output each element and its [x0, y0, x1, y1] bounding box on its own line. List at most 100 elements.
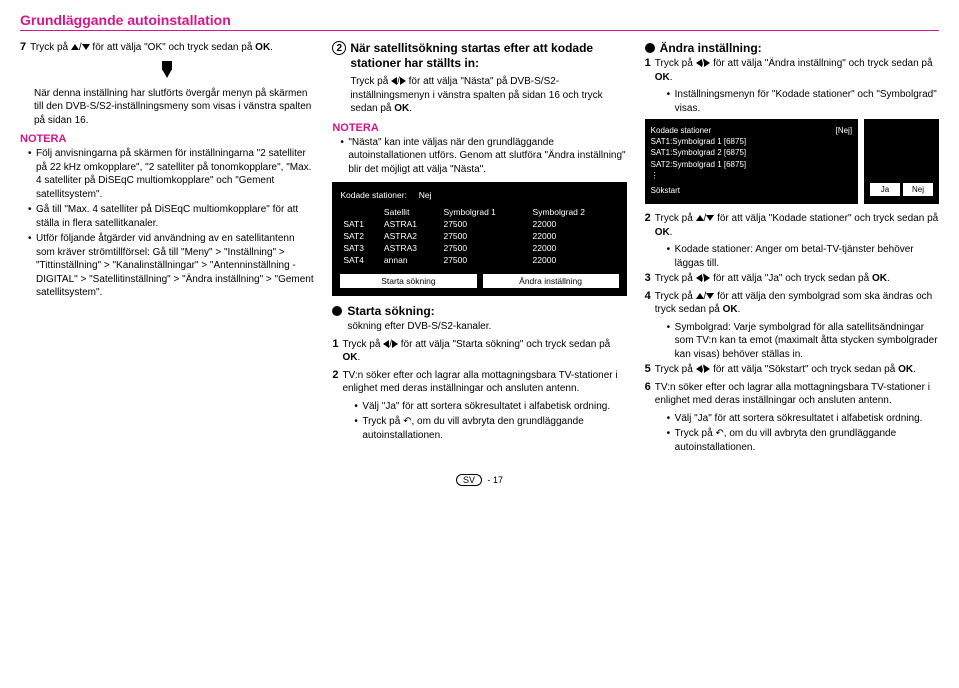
- th: Symbolgrad 2: [530, 206, 619, 218]
- panel-row: SAT1:Symbolgrad 2 [6875]: [651, 147, 852, 158]
- sat-table: Satellit Symbolgrad 1 Symbolgrad 2 SAT1A…: [340, 206, 618, 266]
- step-text: TV:n söker efter och lagrar alla mottagn…: [655, 381, 939, 408]
- td: 27500: [440, 254, 529, 266]
- txt-frag: Tryck på: [362, 416, 403, 427]
- ok-label: OK: [872, 273, 887, 284]
- step-text: Tryck på / för att välja "Sökstart" och …: [655, 363, 939, 377]
- td: 22000: [530, 230, 619, 242]
- bullet-item: "Nästa" kan inte väljas när den grundläg…: [340, 136, 626, 177]
- col3-step-4: 4 Tryck på / för att välja den symbolgra…: [645, 290, 939, 317]
- col3-r4-bullets: Symbolgrad: Varje symbolgrad för alla sa…: [645, 321, 939, 362]
- dot-icon: [332, 306, 342, 316]
- bullet-item: Symbolgrad: Varje symbolgrad för alla sa…: [667, 321, 939, 362]
- kodade-stationer-panel: Kodade stationer: Nej Satellit Symbolgra…: [332, 182, 626, 296]
- col3-step-1: 1 Tryck på / för att välja "Ändra instäl…: [645, 57, 939, 84]
- sokstart-label: Sökstart: [651, 181, 852, 196]
- col2-notera-bullets: "Nästa" kan inte väljas när den grundläg…: [332, 136, 626, 177]
- bullet-item: Välj "Ja" för att sortera sökresultatet …: [354, 400, 626, 414]
- td: SAT4: [340, 254, 381, 266]
- step-num: 3: [645, 272, 651, 286]
- panel-title-value: Nej: [419, 190, 432, 200]
- step-text: Tryck på / för att välja "Starta sökning…: [342, 338, 626, 365]
- td: ASTRA3: [381, 242, 441, 254]
- step-text: TV:n söker efter och lagrar alla mottagn…: [342, 369, 626, 396]
- td: 22000: [530, 242, 619, 254]
- txt-frag: Tryck på: [655, 291, 696, 302]
- table-row: SAT4annan2750022000: [340, 254, 618, 266]
- content-columns: 7 Tryck på / för att välja "OK" och tryc…: [20, 41, 939, 456]
- bullet-item: Tryck på ↶, om du vill avbryta den grund…: [354, 415, 626, 442]
- step-7-num: 7: [20, 41, 26, 55]
- panel-row: SAT2:Symbolgrad 1 [6875]: [651, 159, 852, 170]
- up-icon: [696, 215, 704, 221]
- step-7-text: Tryck på / för att välja "OK" och tryck …: [30, 41, 314, 55]
- step-num: 1: [332, 338, 338, 365]
- txt-frag: Tryck på: [655, 58, 696, 69]
- txt-frag: för att välja "Ja" och tryck sedan på: [710, 273, 872, 284]
- col2-head-text: När satellitsökning startas efter att ko…: [350, 41, 626, 71]
- col2-step-1: 1 Tryck på / för att välja "Starta sökni…: [332, 338, 626, 365]
- head-text: Ändra inställning:: [660, 41, 762, 55]
- col2-step2-bullets: Välj "Ja" för att sortera sökresultatet …: [332, 400, 626, 443]
- col2-heading: 2 När satellitsökning startas efter att …: [332, 41, 626, 71]
- td: 22000: [530, 218, 619, 230]
- up-icon: [71, 44, 79, 50]
- th: Satellit: [381, 206, 441, 218]
- txt-frag: Tryck på: [30, 42, 71, 53]
- table-row: SAT1ASTRA12750022000: [340, 218, 618, 230]
- col3-step-6: 6 TV:n söker efter och lagrar alla motta…: [645, 381, 939, 408]
- step-text: Tryck på / för att välja den symbolgrad …: [655, 290, 939, 317]
- col1-para: När denna inställning har slutförts över…: [20, 87, 314, 128]
- column-1: 7 Tryck på / för att välja "OK" och tryc…: [20, 41, 314, 456]
- txt-frag: Tryck på: [655, 273, 696, 284]
- andra-installning-button[interactable]: Ändra inställning: [483, 274, 619, 288]
- bullet-item: Följ anvisningarna på skärmen för instäl…: [28, 147, 314, 201]
- th: [340, 206, 381, 218]
- page-footer: SV - 17: [20, 474, 939, 486]
- column-3: Ändra inställning: 1 Tryck på / för att …: [645, 41, 939, 456]
- left-icon: [383, 340, 389, 348]
- step-text: Tryck på / för att välja "Ja" och tryck …: [655, 272, 939, 286]
- td: 22000: [530, 254, 619, 266]
- starta-sokning-button[interactable]: Starta sökning: [340, 274, 476, 288]
- td: ASTRA1: [381, 218, 441, 230]
- bullet-item: Välj "Ja" för att sortera sökresultatet …: [667, 412, 939, 426]
- ok-label: OK: [898, 364, 913, 375]
- page-title: Grundläggande autoinstallation: [20, 12, 939, 31]
- step-num: 2: [332, 369, 338, 396]
- ok-label: OK: [655, 227, 670, 238]
- left-icon: [696, 59, 702, 67]
- dot-icon: [645, 43, 655, 53]
- bullet-item: Tryck på ↶, om du vill avbryta den grund…: [667, 427, 939, 454]
- arrow-down-icon: [20, 61, 314, 81]
- td: 27500: [440, 242, 529, 254]
- table-header-row: Satellit Symbolgrad 1 Symbolgrad 2: [340, 206, 618, 218]
- bullet-item: Gå till "Max. 4 satelliter på DiSEqC mul…: [28, 203, 314, 230]
- step-text: Tryck på / för att välja "Kodade station…: [655, 212, 939, 239]
- txt-frag: Tryck på: [350, 76, 391, 87]
- andra-installning-heading: Ändra inställning:: [645, 41, 939, 55]
- col3-step-3: 3 Tryck på / för att välja "Ja" och tryc…: [645, 272, 939, 286]
- step-text: Tryck på / för att välja "Ändra inställn…: [655, 57, 939, 84]
- panel-main: Kodade stationer [Nej] SAT1:Symbolgrad 1…: [645, 119, 858, 204]
- nej-button[interactable]: Nej: [903, 183, 933, 196]
- step-num: 4: [645, 290, 651, 317]
- txt-frag: för att välja "Sökstart" och tryck sedan…: [710, 364, 898, 375]
- starta-sokning-heading: Starta sökning:: [332, 304, 626, 318]
- panel-side: Ja Nej: [864, 119, 939, 204]
- circle-number-2: 2: [332, 41, 346, 55]
- bullet-item: Utför följande åtgärder vid användning a…: [28, 232, 314, 300]
- col3-r6-bullets: Välj "Ja" för att sortera sökresultatet …: [645, 412, 939, 455]
- symbolgrad-panel: Kodade stationer [Nej] SAT1:Symbolgrad 1…: [645, 119, 939, 204]
- left-icon: [696, 365, 702, 373]
- txt-frag: för att välja "Kodade stationer" och try…: [714, 213, 938, 224]
- txt-frag: Tryck på: [675, 428, 716, 439]
- table-row: SAT2ASTRA22750022000: [340, 230, 618, 242]
- notera-label: NOTERA: [332, 122, 626, 134]
- ja-button[interactable]: Ja: [870, 183, 900, 196]
- txt-frag: Tryck på: [342, 339, 383, 350]
- ok-label: OK: [655, 72, 670, 83]
- table-row: SAT3ASTRA32750022000: [340, 242, 618, 254]
- ok-label: OK: [342, 352, 357, 363]
- td: SAT1: [340, 218, 381, 230]
